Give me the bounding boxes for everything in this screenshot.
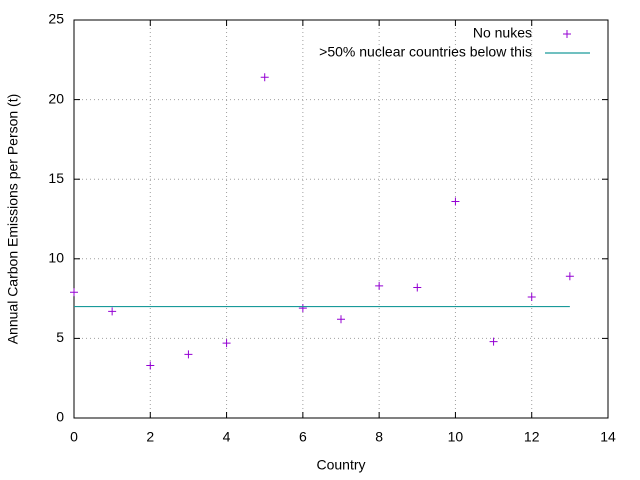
y-tick-label: 25 [48, 11, 64, 27]
x-tick-label: 10 [448, 429, 464, 445]
y-tick-label: 5 [56, 329, 64, 345]
point [375, 281, 384, 290]
y-tick-label: 10 [48, 250, 64, 266]
legend-label: No nukes [473, 25, 532, 41]
point [565, 272, 574, 281]
point [260, 73, 269, 82]
point [298, 304, 307, 313]
legend-label: >50% nuclear countries below this [319, 44, 532, 60]
legend-marker [563, 30, 571, 38]
y-axis-label: Annual Carbon Emissions per Person (t) [5, 94, 21, 345]
point [184, 350, 193, 359]
x-tick-label: 0 [70, 429, 78, 445]
point [451, 197, 460, 206]
x-tick-label: 2 [146, 429, 154, 445]
x-axis-label: Country [316, 457, 365, 473]
point [337, 315, 345, 324]
point [146, 361, 155, 370]
x-tick-label: 12 [524, 429, 540, 445]
y-tick-label: 0 [56, 409, 64, 425]
point [527, 293, 536, 302]
point [222, 339, 231, 348]
x-tick-label: 6 [299, 429, 307, 445]
x-tick-label: 4 [223, 429, 231, 445]
point [108, 307, 117, 316]
x-tick-label: 14 [600, 429, 616, 445]
point [489, 337, 498, 346]
point [70, 288, 78, 297]
y-tick-label: 20 [48, 90, 64, 106]
y-tick-label: 15 [48, 170, 64, 186]
plot-border [73, 19, 609, 419]
point [413, 283, 422, 292]
x-tick-label: 8 [375, 429, 383, 445]
